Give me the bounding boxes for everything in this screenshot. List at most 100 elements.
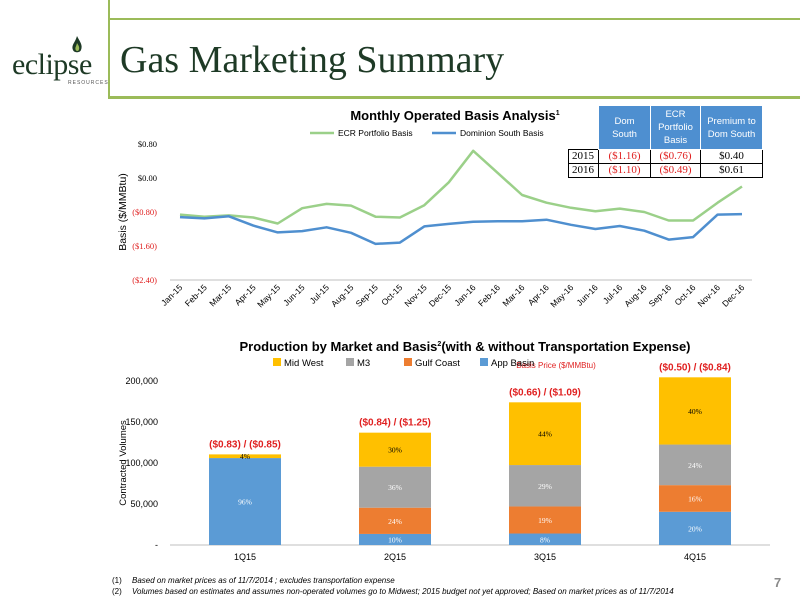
- data-label: 30%: [388, 446, 402, 455]
- footnote-text: Based on market prices as of 11/7/2014 ;…: [132, 576, 395, 585]
- row-premium: $0.61: [700, 163, 763, 178]
- y-axis-label: Contracted Volumes: [118, 420, 129, 506]
- bar-chart-subtitle: Basis Price ($/MMBtu): [516, 361, 596, 370]
- x-tick-label: Aug-16: [622, 282, 649, 309]
- y-tick-label: 100,000: [125, 458, 158, 468]
- table-row: 2016 ($1.10) ($0.49) $0.61: [568, 163, 763, 178]
- legend-entry: Dominion South Basis: [460, 128, 544, 138]
- x-tick-label: Jul-15: [308, 282, 332, 306]
- x-tick-label: Oct-15: [379, 282, 404, 307]
- basis-header-dom-south: Dom South: [598, 105, 651, 150]
- legend-swatch: [480, 358, 488, 366]
- page-title: Gas Marketing Summary: [120, 39, 505, 81]
- legend-swatch: [346, 358, 354, 366]
- y-tick-label: -: [155, 540, 158, 550]
- legend-entry: Gulf Coast: [415, 358, 460, 369]
- y-tick-label: ($1.60): [132, 241, 157, 251]
- data-label: 4%: [240, 452, 250, 461]
- bar-segment: [209, 458, 281, 545]
- y-tick-label: $0.80: [138, 139, 157, 149]
- basis-label: ($0.50) / ($0.84): [659, 362, 731, 373]
- flame-icon: [72, 36, 82, 53]
- bar-chart-title: Production by Market and Basis2(with & w…: [239, 339, 690, 354]
- bar-segment: [359, 466, 431, 508]
- legend-swatch: [273, 358, 281, 366]
- data-label: 24%: [688, 461, 702, 470]
- x-tick-label: 2Q15: [384, 552, 406, 562]
- x-tick-label: May-15: [255, 282, 282, 309]
- bar-chart-title-footnote: 2: [437, 341, 441, 348]
- page-number: 7: [774, 575, 782, 590]
- bar-segment: [509, 506, 581, 534]
- bar-segment: [659, 377, 731, 445]
- basis-header-blank: [568, 105, 599, 150]
- company-logo: eclipse RESOURCES: [12, 36, 109, 92]
- top-accent-rule: [110, 18, 800, 20]
- bar-segment: [209, 454, 281, 459]
- x-tick-label: Dec-16: [720, 282, 747, 309]
- footnote: (1) Based on market prices as of 11/7/201…: [112, 575, 674, 586]
- legend-entry: ECR Portfolio Basis: [338, 128, 413, 138]
- logo-subtext: RESOURCES: [68, 80, 109, 86]
- logo-text: eclipse: [12, 48, 92, 81]
- x-tick-label: 3Q15: [534, 552, 556, 562]
- x-tick-label: May-16: [548, 282, 575, 309]
- data-label: 8%: [540, 535, 550, 544]
- bar-segment: [659, 511, 731, 545]
- x-tick-label: Sep-16: [647, 282, 674, 309]
- bar-segment: [509, 402, 581, 466]
- header-rule: [108, 96, 800, 99]
- x-tick-label: Dec-15: [427, 282, 454, 309]
- line-chart-title: Monthly Operated Basis Analysis1: [350, 108, 559, 123]
- row-ecr: ($0.76): [650, 149, 701, 164]
- footnote-number: (2): [112, 587, 122, 596]
- bar-chart-title-suffix: (with & without Transportation Expense): [441, 339, 690, 354]
- legend-entry: Mid West: [284, 358, 324, 369]
- x-tick-label: 4Q15: [684, 552, 706, 562]
- row-premium: $0.40: [700, 149, 763, 164]
- data-label: 20%: [688, 524, 702, 533]
- x-tick-label: Apr-16: [526, 282, 551, 307]
- x-tick-label: Jan-16: [452, 282, 478, 308]
- bar-segment: [359, 533, 431, 545]
- x-tick-label: Oct-16: [672, 282, 697, 307]
- footnote: (2) Volumes based on estimates and assume…: [112, 586, 674, 597]
- row-year: 2016: [568, 163, 599, 178]
- legend-entry: M3: [357, 358, 370, 369]
- basis-label: ($0.83) / ($0.85): [209, 439, 281, 450]
- series-line: [179, 149, 743, 225]
- x-tick-label: Jul-16: [601, 282, 625, 306]
- basis-label: ($0.66) / ($1.09): [509, 387, 581, 398]
- y-axis-label: Basis ($/MMBtu): [117, 173, 129, 251]
- y-tick-label: ($2.40): [132, 275, 157, 285]
- line-chart-title-footnote: 1: [556, 110, 560, 117]
- x-tick-label: Jun-16: [574, 282, 600, 308]
- x-tick-label: Jan-15: [159, 282, 185, 308]
- data-label: 29%: [538, 482, 552, 491]
- x-tick-label: Jun-15: [281, 282, 307, 308]
- row-ecr: ($0.49): [650, 163, 701, 178]
- x-tick-label: Nov-15: [402, 282, 429, 309]
- basis-table: Dom South ECR Portfolio Basis Premium to…: [568, 105, 763, 178]
- legend-entry: App Basin: [491, 358, 534, 369]
- bar-segment: [359, 432, 431, 467]
- table-row: 2015 ($1.16) ($0.76) $0.40: [568, 149, 763, 164]
- basis-header-ecr: ECR Portfolio Basis: [650, 105, 701, 150]
- x-tick-label: Feb-15: [183, 282, 209, 308]
- row-year: 2015: [568, 149, 599, 164]
- x-tick-label: Apr-15: [233, 282, 258, 307]
- data-label: 96%: [238, 498, 252, 507]
- bar-segment: [509, 533, 581, 545]
- y-tick-label: $0.00: [138, 173, 157, 183]
- basis-label: ($0.84) / ($1.25): [359, 418, 431, 429]
- basis-table-header: Dom South ECR Portfolio Basis Premium to…: [568, 105, 763, 150]
- header-vertical-rule: [108, 0, 110, 98]
- bar-segment: [359, 507, 431, 534]
- y-tick-label: ($0.80): [132, 207, 157, 217]
- row-dom-south: ($1.10): [598, 163, 651, 178]
- data-label: 24%: [388, 517, 402, 526]
- x-tick-label: Aug-15: [329, 282, 356, 309]
- x-tick-label: Mar-15: [207, 282, 233, 308]
- data-label: 44%: [538, 430, 552, 439]
